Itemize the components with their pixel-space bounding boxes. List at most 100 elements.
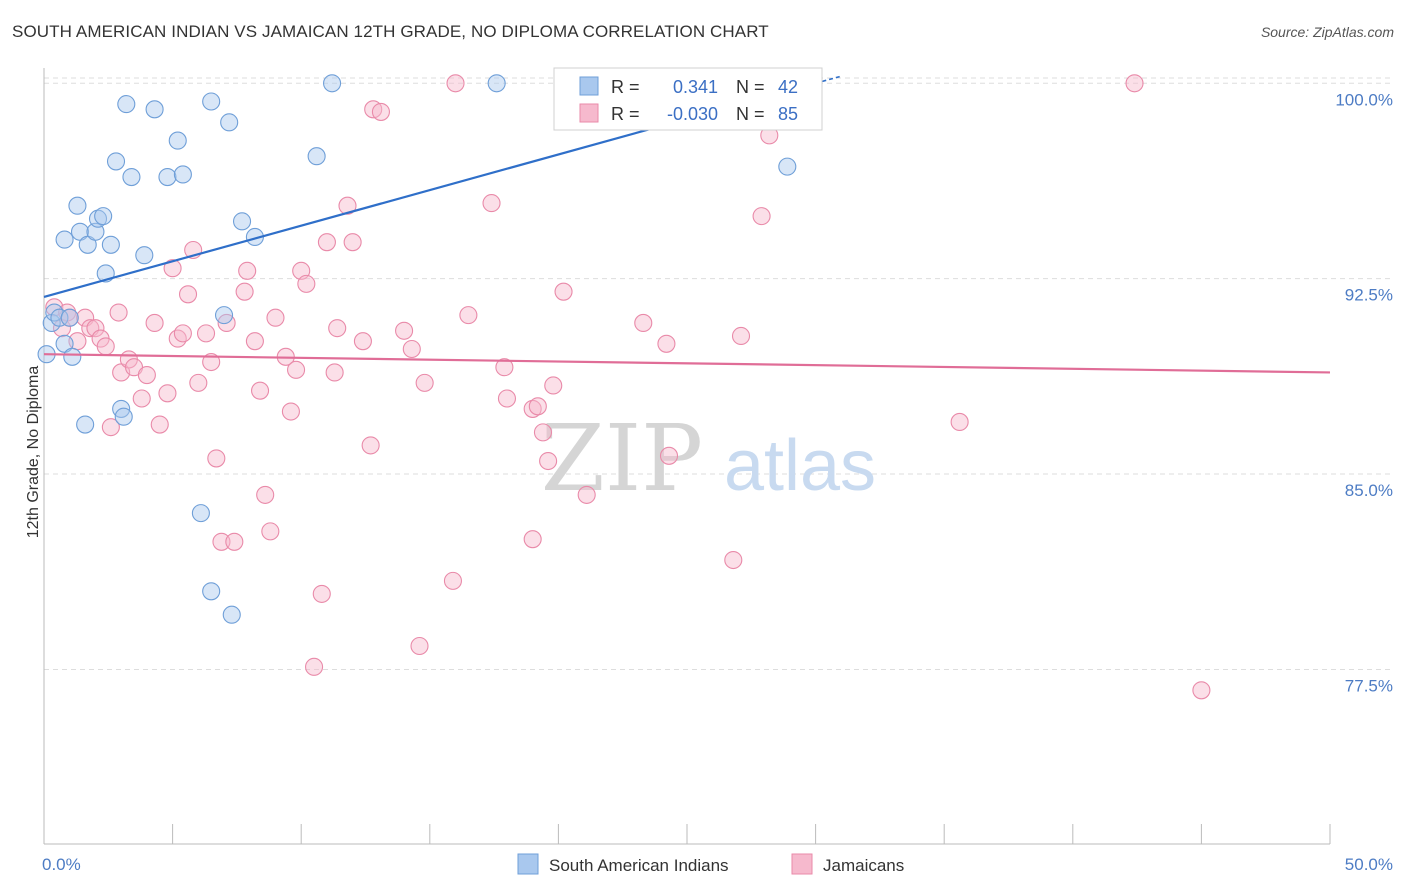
legend-swatch-south-american-indians (517, 853, 539, 875)
jamaicans-point (212, 532, 231, 551)
jamaicans-point (657, 334, 676, 353)
jamaicans-point (523, 399, 542, 418)
jamaicans-point (196, 324, 216, 343)
jamaicans-point (338, 196, 357, 215)
south-american-indians-point (122, 168, 141, 187)
jamaicans-point (343, 233, 362, 252)
south-american-indians-point (94, 207, 113, 226)
south-american-indians-point (114, 407, 133, 426)
jamaicans-point (145, 313, 164, 332)
jamaicans-point (577, 485, 596, 504)
jamaicans-point (371, 102, 390, 121)
jamaicans-point (137, 366, 156, 385)
x-tick-labels: 0.0% 50.0% (42, 855, 1393, 874)
south-american-indians-point (60, 308, 79, 327)
y-tick-label: 100.0% (1335, 90, 1393, 109)
south-american-indians-point (135, 246, 154, 265)
jamaicans-point (96, 337, 115, 356)
south-american-indians-point (106, 152, 126, 171)
source-label: Source: ZipAtlas.com (1260, 24, 1394, 40)
stats-n-value-1: 42 (778, 77, 798, 97)
chart-title: SOUTH AMERICAN INDIAN VS JAMAICAN 12TH G… (12, 22, 769, 41)
data-points (37, 74, 1211, 700)
jamaicans-point (163, 259, 182, 278)
watermark-zip: ZIP (541, 405, 703, 512)
jamaicans-point (443, 571, 462, 590)
y-tick-label: 85.0% (1345, 481, 1393, 500)
watermark-atlas: atlas (724, 426, 876, 506)
stats-n-label-1: N = (736, 77, 765, 97)
stats-r-label-1: R = (611, 77, 640, 97)
stats-r-label-2: R = (611, 104, 640, 124)
south-american-indians-point (232, 212, 252, 231)
series-jamaicans (45, 74, 1211, 700)
jamaicans-point (312, 584, 331, 603)
south-american-indians-point (222, 605, 241, 624)
stats-r-value-1: 0.341 (673, 77, 718, 97)
jamaicans-point (225, 532, 244, 551)
jamaicans-point (724, 550, 743, 570)
jamaicans-point (528, 397, 547, 416)
jamaicans-point (634, 313, 653, 332)
jamaicans-point (495, 358, 514, 377)
jamaicans-point (297, 274, 316, 293)
jamaicans-point (245, 332, 264, 351)
legend-label-south-american-indians: South American Indians (549, 856, 729, 875)
jamaicans-point (317, 233, 336, 252)
series-south-american-indians (37, 74, 797, 624)
jamaicans-point (178, 285, 198, 304)
jamaicans-point (250, 381, 270, 400)
jamaicans-point (950, 412, 969, 431)
jamaicans-point (109, 303, 128, 322)
south-american-indians-point (68, 196, 87, 215)
south-american-indians-point (778, 157, 797, 176)
south-american-indians-point (173, 165, 192, 184)
jamaicans-point (544, 376, 563, 395)
jamaicans-point (402, 339, 421, 359)
jamaicans-point (410, 636, 429, 656)
south-american-indians-point (50, 308, 69, 327)
jamaicans-point (238, 261, 257, 280)
stats-r-value-2: -0.030 (667, 104, 718, 124)
series-legend: South American Indians Jamaicans (517, 853, 904, 875)
jamaicans-point (523, 530, 542, 549)
jamaicans-point (659, 446, 679, 465)
jamaicans-point (132, 389, 151, 408)
jamaicans-point (533, 423, 553, 442)
jamaicans-point (86, 319, 105, 338)
jamaicans-point (281, 402, 300, 421)
x-tick-label: 50.0% (1345, 855, 1393, 874)
jamaicans-point (459, 306, 478, 325)
south-american-indians-point (76, 415, 95, 434)
jamaicans-point (446, 74, 465, 93)
south-american-indians-trend-extension (815, 75, 842, 85)
y-tick-label: 92.5% (1345, 286, 1393, 305)
jamaicans-point (305, 657, 324, 676)
jamaicans-point (287, 360, 306, 379)
jamaicans-point (235, 282, 254, 301)
south-american-indians-point (191, 504, 210, 523)
grid-lines (44, 77, 1394, 670)
jamaicans-point (207, 449, 226, 468)
jamaicans-point (328, 319, 347, 338)
stats-n-label-2: N = (736, 104, 765, 124)
jamaicans-point (497, 389, 517, 408)
south-american-indians-point (220, 113, 239, 132)
jamaicans-point (752, 207, 771, 226)
south-american-indians-point (202, 582, 221, 601)
south-american-indians-point (214, 306, 234, 325)
jamaicans-point (482, 194, 501, 213)
watermark: ZIP atlas (541, 405, 876, 512)
jamaicans-point (361, 436, 380, 455)
stats-legend: R = 0.341 N = 42 R = -0.030 N = 85 (553, 67, 823, 131)
jamaicans-point (101, 418, 120, 437)
jamaicans-point (539, 451, 558, 471)
south-american-indians-point (487, 74, 506, 93)
jamaicans-point (173, 324, 192, 343)
y-tick-labels: 77.5% 85.0% 92.5% 100.0% (1335, 90, 1393, 695)
legend-label-jamaicans: Jamaicans (823, 856, 904, 875)
stats-legend-box (553, 67, 823, 131)
jamaicans-point (189, 373, 208, 392)
stats-swatch-blue (579, 76, 599, 96)
